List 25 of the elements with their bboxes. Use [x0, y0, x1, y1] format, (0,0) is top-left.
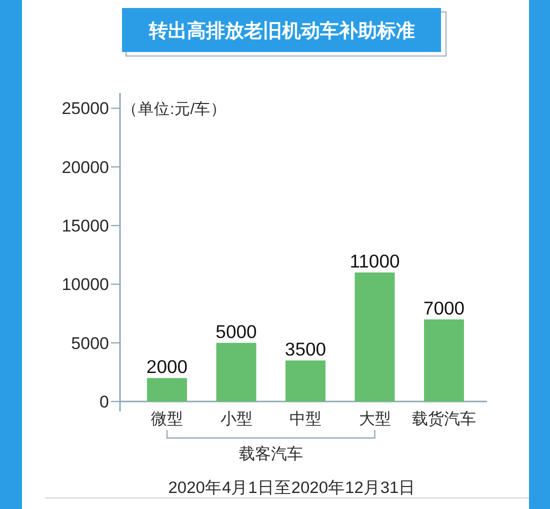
x-tick-label: 小型: [220, 410, 252, 428]
data-label: 7000: [423, 297, 465, 318]
y-tick-label: 15000: [62, 216, 109, 236]
y-tick-label: 25000: [62, 99, 109, 118]
x-tick-label: 中型: [290, 410, 322, 428]
data-label: 2000: [146, 356, 188, 378]
bar: [354, 272, 395, 402]
text: 2020年4月1日至2020年12月31日: [168, 479, 416, 497]
data-label: 11000: [350, 250, 400, 272]
x-tick-label: 载货汽车: [412, 410, 476, 428]
y-axis-title: （单位:元/车）: [122, 100, 227, 118]
bar: [147, 378, 187, 402]
x-tick-label: 大型: [358, 410, 391, 428]
x-tick-label: 微型: [151, 411, 183, 428]
bar: [216, 342, 256, 402]
y-tick-label: 5000: [71, 334, 109, 353]
y-tick-label: 10000: [62, 275, 109, 294]
data-label: 3500: [284, 338, 326, 360]
bar: [424, 319, 464, 402]
data-label: 5000: [216, 320, 257, 342]
y-tick-label: 0: [100, 392, 109, 412]
y-tick-label: 20000: [62, 158, 109, 177]
chart-title: 转出高排放老旧机动车补助标准: [148, 20, 415, 42]
text: 载客汽车: [238, 445, 303, 463]
bar: [286, 360, 326, 402]
